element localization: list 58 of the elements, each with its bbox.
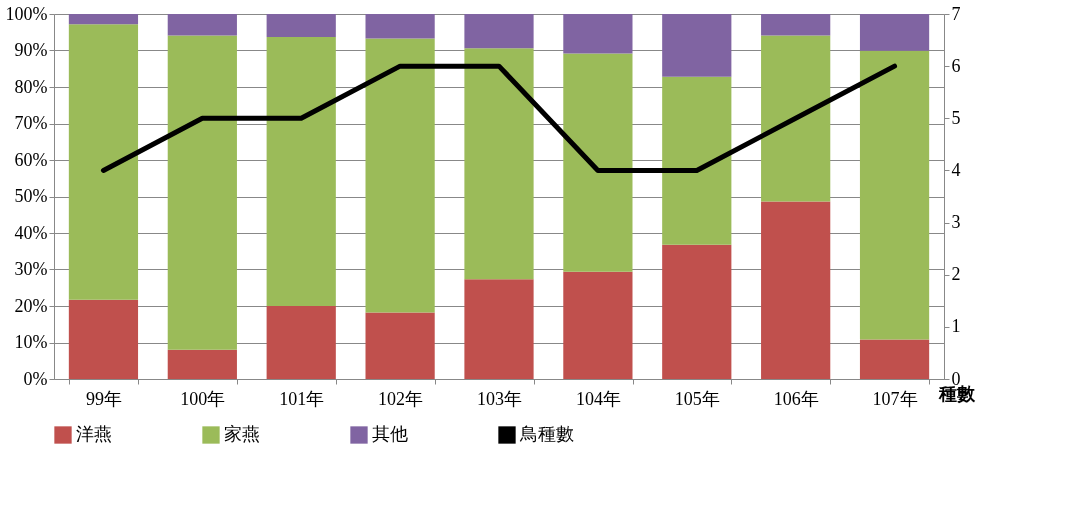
legend-label: 家燕 xyxy=(224,424,260,444)
bar xyxy=(662,244,732,379)
bar xyxy=(167,35,237,350)
bar xyxy=(761,14,831,36)
x-tick-label: 102年 xyxy=(378,388,424,409)
y-tick-label: 90% xyxy=(14,40,48,60)
bar xyxy=(563,53,633,272)
bar xyxy=(266,306,336,379)
bar xyxy=(68,14,139,25)
y-tick-label: 70% xyxy=(14,113,48,133)
bar xyxy=(266,14,336,37)
y-tick-label: 20% xyxy=(14,295,48,316)
bar xyxy=(563,271,633,379)
bar xyxy=(167,349,237,379)
bar xyxy=(761,201,831,379)
y2-tick-label: 4 xyxy=(951,159,961,180)
y-tick-label: 0% xyxy=(23,368,48,389)
x-tick-label: 101年 xyxy=(279,388,325,409)
bar xyxy=(859,339,930,379)
legend-label: 鳥種數 xyxy=(519,424,574,444)
y-tick-label: 40% xyxy=(14,222,48,243)
bar xyxy=(68,24,139,300)
y-tick-label: 50% xyxy=(14,186,48,206)
y-tick-label: 80% xyxy=(14,76,48,97)
x-tick-label: 107年 xyxy=(872,388,918,409)
bar xyxy=(859,50,930,340)
bar xyxy=(266,36,336,306)
y2-tick-label: 3 xyxy=(951,212,961,233)
x-tick-label: 106年 xyxy=(773,388,819,409)
x-tick-label: 99年 xyxy=(85,388,122,409)
bar xyxy=(662,76,732,245)
x-tick-label: 100年 xyxy=(180,388,226,409)
bar xyxy=(365,312,435,379)
bar xyxy=(464,48,534,280)
bar xyxy=(563,14,633,54)
y-tick-label: 10% xyxy=(14,332,48,352)
x-tick-label: 105年 xyxy=(674,388,720,409)
y2-tick-label: 7 xyxy=(951,3,961,24)
y-tick-label: 60% xyxy=(14,149,48,170)
bar xyxy=(167,14,237,36)
y-tick-label: 30% xyxy=(14,259,48,279)
y-tick-label: 100% xyxy=(5,3,48,24)
bar xyxy=(464,14,534,49)
bar xyxy=(761,35,831,202)
bar xyxy=(365,38,435,313)
legend-label: 洋燕 xyxy=(76,424,112,444)
bar xyxy=(68,299,139,379)
bar xyxy=(365,14,435,39)
bar xyxy=(662,14,732,77)
y2-tick-label: 5 xyxy=(951,107,961,128)
y2-tick-label: 1 xyxy=(951,316,961,337)
bar xyxy=(859,14,930,51)
x-tick-label: 104年 xyxy=(575,388,621,409)
y2-tick-label: 6 xyxy=(951,55,961,76)
y2-tick-label: 2 xyxy=(951,264,961,285)
x-tick-label: 103年 xyxy=(477,388,522,409)
bar xyxy=(464,279,534,379)
legend-label: 其他 xyxy=(372,424,408,444)
